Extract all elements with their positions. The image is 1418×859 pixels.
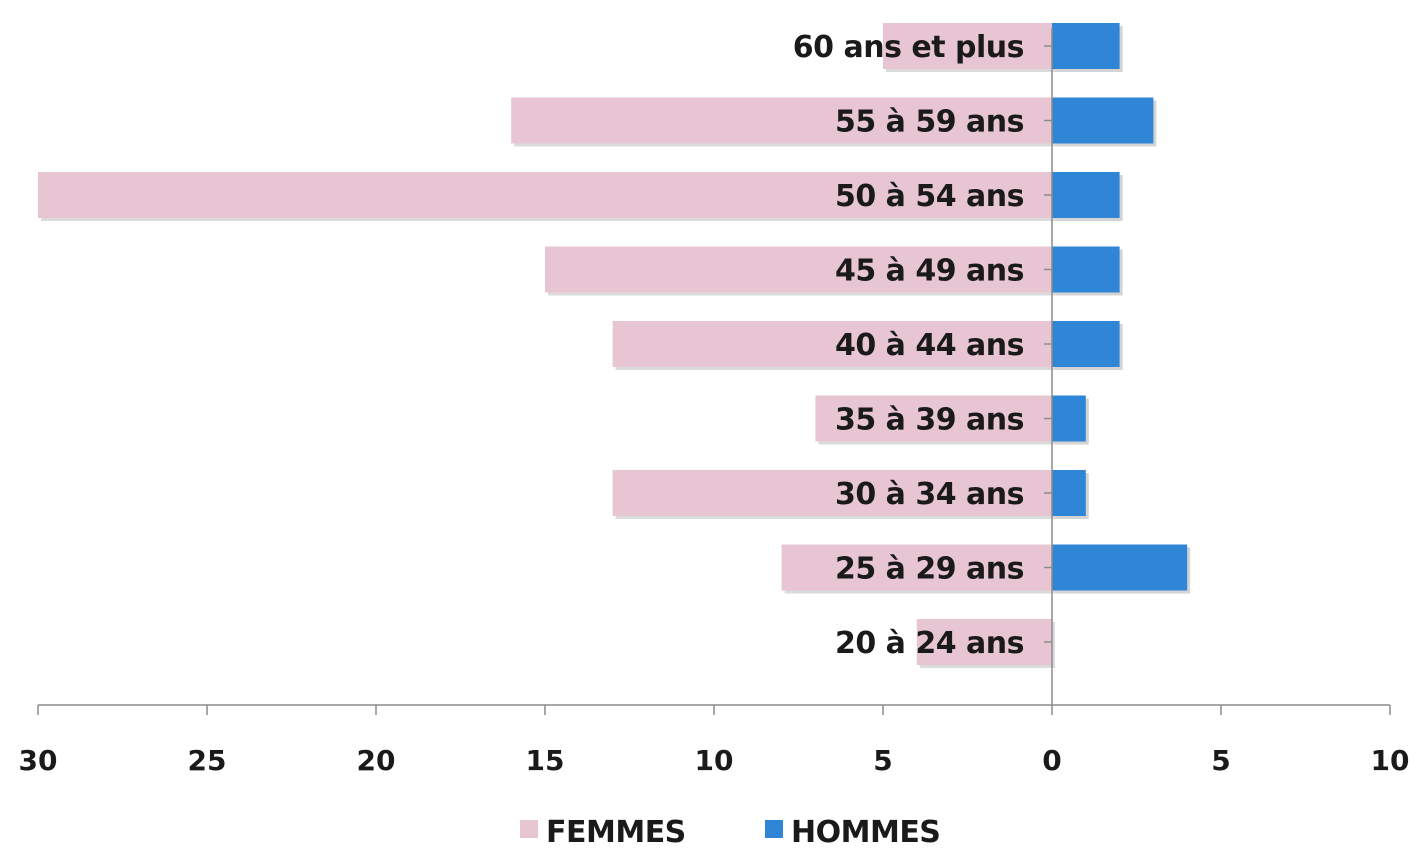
femmes-bar-20-a-24-ans: [916, 619, 1052, 665]
hommes-bar-60-ans-et-plus: [1052, 23, 1120, 69]
femmes-bar-40-a-44-ans: [612, 321, 1052, 367]
legend-label-hommes: HOMMES: [791, 815, 940, 850]
category-label-45-a-49-ans: 45 à 49 ans: [835, 254, 1024, 289]
category-label-55-a-59-ans: 55 à 59 ans: [835, 105, 1024, 140]
x-tick-label-10: 10: [1371, 744, 1410, 777]
category-label-60-ans-et-plus: 60 ans et plus: [793, 30, 1024, 65]
femmes-bar-35-a-39-ans: [815, 395, 1052, 442]
x-tick-label-0: 0: [1042, 744, 1061, 777]
legend-swatch-femmes: [520, 820, 538, 838]
legend: FEMMES HOMMES: [520, 815, 941, 850]
x-tick-label-5: 5: [873, 744, 892, 777]
x-tick-label-10: 10: [695, 744, 734, 777]
x-tick-label-30: 30: [19, 744, 58, 777]
category-label-35-a-39-ans: 35 à 39 ans: [835, 403, 1024, 438]
femmes-bar-25-a-29-ans: [781, 544, 1052, 591]
category-label-50-a-54-ans: 50 à 54 ans: [835, 179, 1024, 214]
hommes-bar-55-a-59-ans: [1052, 97, 1154, 144]
femmes-bar-60-ans-et-plus: [883, 23, 1052, 69]
hommes-bar-40-a-44-ans: [1052, 321, 1120, 367]
x-tick-label-5: 5: [1211, 744, 1230, 777]
hommes-bar-35-a-39-ans: [1052, 395, 1086, 442]
x-tick-label-15: 15: [526, 744, 565, 777]
legend-swatch-hommes: [765, 820, 783, 838]
x-tick-label-20: 20: [357, 744, 396, 777]
category-label-25-a-29-ans: 25 à 29 ans: [835, 552, 1024, 587]
x-axis: 30 25 20 15 10 5 0 5 10: [19, 28, 1410, 777]
category-labels: 20 à 24 ans 25 à 29 ans 30 à 34 ans 35 à 39…: [793, 30, 1025, 661]
femmes-bar-30-a-34-ans: [612, 470, 1052, 516]
femmes-bar-50-a-54-ans: [38, 172, 1052, 218]
femmes-bar-45-a-49-ans: [545, 246, 1052, 293]
hommes-bar-30-a-34-ans: [1052, 470, 1086, 516]
femmes-bar-55-a-59-ans: [511, 97, 1052, 144]
hommes-bar-45-a-49-ans: [1052, 246, 1120, 293]
category-label-30-a-34-ans: 30 à 34 ans: [835, 477, 1024, 512]
hommes-bars: [1052, 23, 1191, 594]
hommes-bar-50-a-54-ans: [1052, 172, 1120, 218]
category-label-20-a-24-ans: 20 à 24 ans: [835, 626, 1024, 661]
category-label-40-a-44-ans: 40 à 44 ans: [835, 328, 1024, 363]
hommes-bar-25-a-29-ans: [1052, 544, 1188, 591]
femmes-bars: [38, 23, 1055, 668]
legend-label-femmes: FEMMES: [546, 815, 686, 850]
x-tick-label-25: 25: [188, 744, 227, 777]
